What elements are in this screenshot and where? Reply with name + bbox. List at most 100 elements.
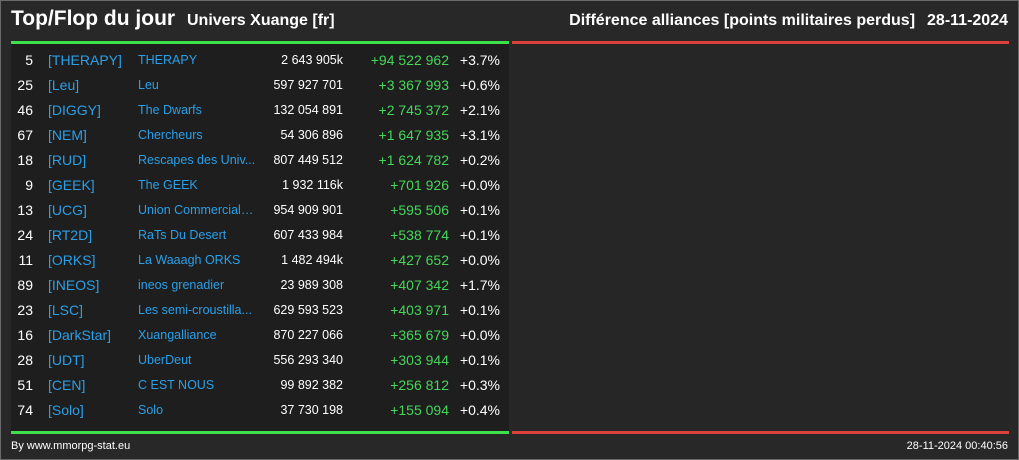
alliance-tag-link[interactable]: [Leu] [48,77,80,93]
header-date: 28-11-2024 [927,12,1008,29]
points-difference: +1 647 935 [378,127,449,143]
alliance-name-link[interactable]: Chercheurs [138,128,203,142]
flop-panel [512,41,1009,434]
points-difference: +2 745 372 [378,102,449,118]
table-row: 74 [Solo] Solo 37 730 198 +155 094 +0.4% [11,398,509,423]
percent-change: +0.0% [459,177,500,193]
alliance-points: 607 433 984 [273,228,343,242]
percent-change: +0.0% [459,327,500,343]
alliance-rank: 74 [17,402,33,418]
table-row: 16 [DarkStar] Xuangalliance 870 227 066 +365… [11,323,509,348]
percent-change: +0.2% [459,152,500,168]
alliance-rank: 11 [18,252,33,268]
alliance-name-link[interactable]: THERAPY [138,53,198,67]
table-row: 24 [RT2D] RaTs Du Desert 607 433 984 +538 77… [11,223,509,248]
alliance-tag-link[interactable]: [RT2D] [48,227,93,243]
header: Top/Flop du jour Univers Xuange [fr] Dif… [11,7,1008,37]
alliance-tag-link[interactable]: [INEOS] [48,277,100,293]
alliance-points: 99 892 382 [280,378,343,392]
alliance-rank: 9 [25,177,33,193]
alliance-points: 954 909 901 [273,203,343,217]
page-title: Top/Flop du jour [11,7,176,30]
alliance-points: 807 449 512 [273,153,343,167]
table-row: 18 [RUD] Rescapes des Univ... 807 449 512 +1… [11,148,509,173]
alliance-name-link[interactable]: Union Commerciale... [138,203,258,217]
alliance-points: 37 730 198 [280,403,343,417]
alliance-name-link[interactable]: UberDeut [138,353,192,367]
alliance-rank: 24 [17,227,33,243]
alliance-tag-link[interactable]: [RUD] [48,152,87,168]
alliance-points: 629 593 523 [273,303,343,317]
percent-change: +0.6% [459,77,500,93]
points-difference: +94 522 962 [370,52,449,68]
alliance-points: 597 927 701 [273,78,343,92]
top-panel: 5 [THERAPY] THERAPY 2 643 905k +94 522 962 +3… [11,41,509,434]
points-difference: +365 679 [390,327,449,343]
alliance-rank: 16 [17,327,33,343]
alliance-rank: 28 [17,352,33,368]
alliance-name-link[interactable]: Rescapes des Univ... [138,153,256,167]
alliance-name-link[interactable]: C EST NOUS [138,378,215,392]
alliance-rank: 25 [17,77,33,93]
table-row: 25 [Leu] Leu 597 927 701 +3 367 993 +0.6% [11,73,509,98]
alliance-points: 23 989 308 [280,278,343,292]
percent-change: +0.1% [459,352,500,368]
alliance-name-link[interactable]: The Dwarfs [138,103,202,117]
alliance-rank: 67 [17,127,33,143]
alliance-tag-link[interactable]: [DarkStar] [48,327,112,343]
alliance-rank: 89 [17,277,33,293]
alliance-name-link[interactable]: Leu [138,78,159,92]
alliance-name-link[interactable]: RaTs Du Desert [138,228,227,242]
alliance-tag-link[interactable]: [NEM] [48,127,87,143]
percent-change: +2.1% [459,102,500,118]
alliance-name-link[interactable]: ineos grenadier [138,278,225,292]
alliance-rank: 23 [17,302,33,318]
points-difference: +701 926 [390,177,449,193]
alliance-name-link[interactable]: La Waaagh ORKS [138,253,241,267]
points-difference: +3 367 993 [378,77,449,93]
table-row: 11 [ORKS] La Waaagh ORKS 1 482 494k +427 652… [11,248,509,273]
alliance-tag-link[interactable]: [THERAPY] [48,52,122,68]
universe-label: Univers Xuange [fr] [187,12,335,29]
alliance-name-link[interactable]: Les semi-croustilla... [138,303,252,317]
percent-change: +1.7% [459,277,500,293]
alliance-points: 1 932 116k [282,178,343,192]
percent-change: +0.1% [459,202,500,218]
alliance-points: 1 482 494k [281,253,343,267]
points-difference: +427 652 [390,252,449,268]
alliance-tag-link[interactable]: [Solo] [48,402,84,418]
alliance-name-link[interactable]: Xuangalliance [138,328,217,342]
alliance-tag-link[interactable]: [UCG] [48,202,87,218]
top-panel-bar-top [11,41,509,44]
points-difference: +303 944 [390,352,449,368]
points-difference: +407 342 [390,277,449,293]
table-row: 67 [NEM] Chercheurs 54 306 896 +1 647 935 +3.… [11,123,509,148]
alliance-tag-link[interactable]: [ORKS] [48,252,96,268]
alliance-name-link[interactable]: Solo [138,403,164,417]
alliance-points: 870 227 066 [273,328,343,342]
site-credit-link[interactable]: By www.mmorpg-stat.eu [11,440,131,452]
alliance-rank: 18 [17,152,33,168]
alliance-tag-link[interactable]: [LSC] [48,302,84,318]
alliance-points: 556 293 340 [273,353,343,367]
table-row: 9 [GEEK] The GEEK 1 932 116k +701 926 +0.0% [11,173,509,198]
alliance-tag-link[interactable]: [DIGGY] [48,102,101,118]
alliance-name-link[interactable]: The GEEK [138,178,198,192]
alliance-tag-link[interactable]: [UDT] [48,352,85,368]
table-row: 51 [CEN] C EST NOUS 99 892 382 +256 812 +0.3% [11,373,509,398]
alliance-tag-link[interactable]: [CEN] [48,377,86,393]
alliance-rank: 51 [17,377,33,393]
table-row: 5 [THERAPY] THERAPY 2 643 905k +94 522 962 +3… [11,48,509,73]
points-difference: +1 624 782 [378,152,449,168]
alliance-rank: 5 [25,52,33,68]
percent-change: +0.1% [459,227,500,243]
percent-change: +0.3% [459,377,500,393]
alliance-rank: 13 [17,202,33,218]
table-row: 23 [LSC] Les semi-croustilla... 629 593 523… [11,298,509,323]
table-row: 89 [INEOS] ineos grenadier 23 989 308 +407 3… [11,273,509,298]
table-row: 28 [UDT] UberDeut 556 293 340 +303 944 +0.1% [11,348,509,373]
alliance-tag-link[interactable]: [GEEK] [48,177,95,193]
points-difference: +595 506 [390,202,449,218]
points-difference: +538 774 [390,227,449,243]
ranking-subtitle: Différence alliances [points militaires … [569,12,1008,30]
